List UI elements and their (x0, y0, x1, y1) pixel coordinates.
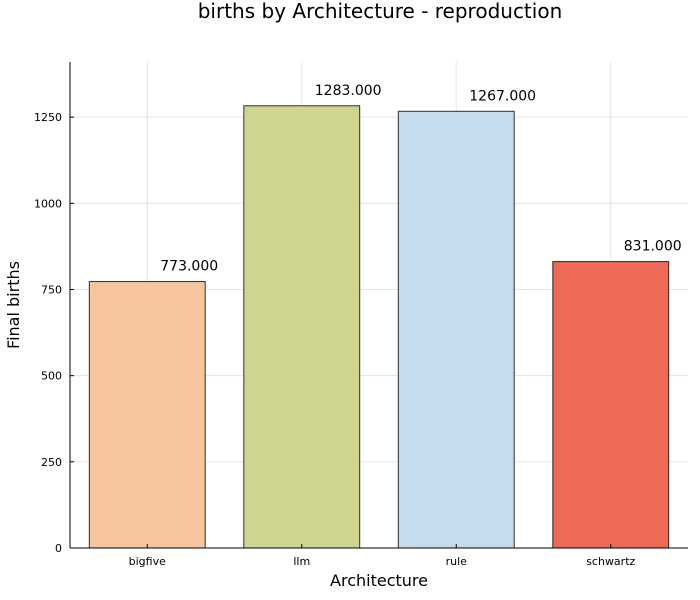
y-tick-label: 750 (41, 283, 62, 296)
chart-title: births by Architecture - reproduction (198, 0, 563, 23)
data-label-schwartz: 831.000 (624, 239, 682, 255)
bar-rule (397, 110, 515, 549)
x-tick-label: llm (293, 555, 310, 568)
y-tick-label: 1000 (34, 197, 62, 210)
x-axis-label: Architecture (330, 571, 428, 590)
y-axis-label: Final births (4, 261, 23, 349)
y-ticks: 0 250 500 750 1000 1250 (34, 111, 74, 555)
data-label-bigfive: 773.000 (160, 259, 218, 275)
x-tick-label: schwartz (586, 555, 635, 568)
data-label-llm: 1283.000 (315, 83, 382, 99)
axes (69, 62, 688, 549)
data-labels: 773.000 1283.000 1267.000 831.000 (160, 83, 681, 275)
x-tick-label: rule (446, 555, 468, 568)
y-tick-label: 0 (55, 542, 62, 555)
y-tick-label: 500 (41, 370, 62, 383)
y-tick-label: 1250 (34, 111, 62, 124)
data-label-rule: 1267.000 (469, 88, 536, 104)
x-tick-label: bigfive (129, 555, 166, 568)
bar-bigfive (88, 281, 206, 549)
bars (88, 105, 670, 549)
y-tick-label: 250 (41, 456, 62, 469)
bar-llm (243, 105, 361, 549)
bar-schwartz (552, 261, 670, 549)
x-ticks: bigfive llm rule schwartz (129, 544, 636, 568)
